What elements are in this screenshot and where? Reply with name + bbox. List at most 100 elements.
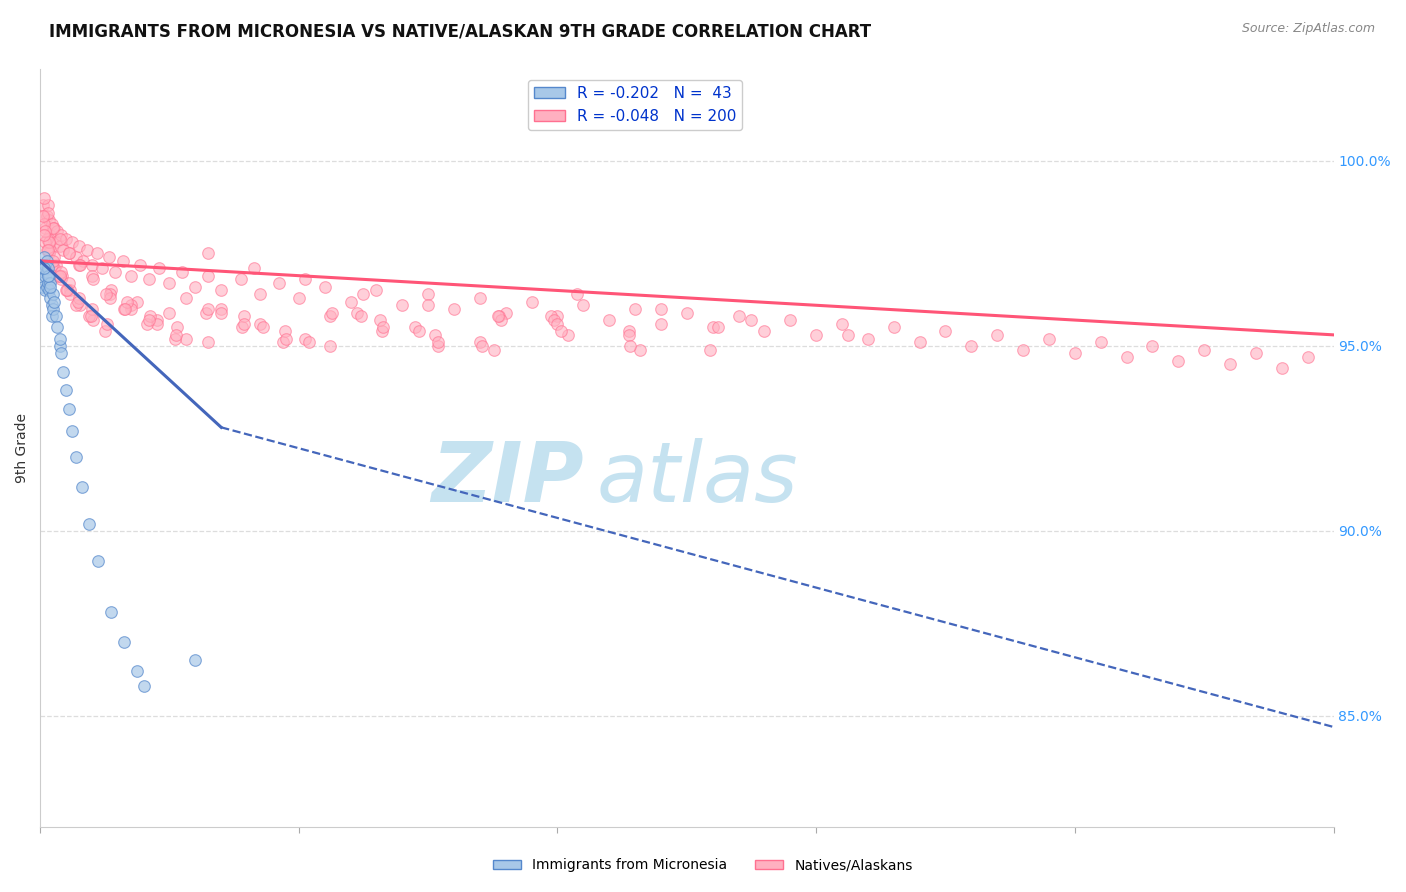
Point	[82, 313, 104, 327]
Point	[112, 301, 135, 316]
Point	[471, 339, 494, 353]
Point	[120, 268, 142, 283]
Point	[1192, 343, 1215, 357]
Point	[79, 310, 101, 324]
Point	[443, 301, 465, 316]
Point	[294, 332, 316, 346]
Point	[37, 268, 59, 283]
Point	[127, 294, 149, 309]
Point	[837, 327, 859, 342]
Point	[174, 332, 197, 346]
Point	[617, 324, 640, 338]
Point	[273, 324, 295, 338]
Point	[45, 320, 67, 334]
Point	[418, 298, 440, 312]
Point	[546, 317, 568, 331]
Point	[707, 320, 730, 334]
Point	[1038, 332, 1060, 346]
Point	[754, 324, 776, 338]
Point	[249, 287, 271, 301]
Point	[624, 301, 647, 316]
Point	[319, 339, 342, 353]
Point	[368, 313, 391, 327]
Point	[1115, 350, 1137, 364]
Point	[32, 261, 55, 276]
Point	[59, 284, 82, 298]
Point	[67, 239, 90, 253]
Point	[197, 301, 219, 316]
Point	[32, 250, 55, 264]
Legend: R = -0.202   N =  43, R = -0.048   N = 200: R = -0.202 N = 43, R = -0.048 N = 200	[527, 80, 742, 130]
Point	[34, 268, 56, 283]
Point	[37, 261, 59, 276]
Point	[145, 317, 167, 331]
Point	[94, 287, 117, 301]
Point	[314, 279, 336, 293]
Point	[194, 306, 217, 320]
Text: ZIP: ZIP	[430, 437, 583, 518]
Point	[1244, 346, 1267, 360]
Point	[346, 306, 368, 320]
Point	[159, 276, 181, 290]
Text: IMMIGRANTS FROM MICRONESIA VS NATIVE/ALASKAN 9TH GRADE CORRELATION CHART: IMMIGRANTS FROM MICRONESIA VS NATIVE/ALA…	[49, 22, 872, 40]
Point	[120, 298, 142, 312]
Point	[319, 310, 342, 324]
Point	[1090, 335, 1112, 350]
Point	[32, 217, 55, 231]
Point	[172, 265, 194, 279]
Point	[184, 653, 207, 667]
Point	[58, 401, 80, 416]
Point	[45, 258, 67, 272]
Point	[72, 253, 94, 268]
Point	[91, 261, 114, 276]
Point	[51, 268, 73, 283]
Point	[80, 301, 103, 316]
Point	[127, 665, 149, 679]
Point	[44, 220, 66, 235]
Point	[66, 294, 89, 309]
Point	[34, 220, 56, 235]
Point	[174, 291, 197, 305]
Point	[77, 310, 100, 324]
Point	[80, 268, 103, 283]
Point	[242, 261, 264, 276]
Point	[856, 332, 879, 346]
Point	[97, 250, 120, 264]
Point	[184, 279, 207, 293]
Point	[274, 332, 297, 346]
Point	[619, 339, 641, 353]
Point	[557, 327, 579, 342]
Point	[35, 253, 58, 268]
Point	[42, 232, 65, 246]
Point	[408, 324, 430, 338]
Point	[166, 320, 188, 334]
Point	[427, 335, 450, 350]
Point	[46, 268, 69, 283]
Point	[52, 365, 75, 379]
Point	[883, 320, 905, 334]
Point	[727, 310, 749, 324]
Point	[288, 291, 311, 305]
Point	[231, 320, 253, 334]
Point	[49, 272, 72, 286]
Point	[48, 332, 70, 346]
Point	[1063, 346, 1085, 360]
Point	[37, 276, 59, 290]
Point	[418, 287, 440, 301]
Point	[598, 313, 620, 327]
Point	[112, 635, 135, 649]
Point	[197, 268, 219, 283]
Point	[35, 232, 58, 246]
Point	[779, 313, 801, 327]
Point	[49, 227, 72, 242]
Point	[70, 479, 93, 493]
Point	[934, 324, 956, 338]
Point	[804, 327, 827, 342]
Point	[197, 246, 219, 260]
Point	[1167, 353, 1189, 368]
Point	[82, 272, 104, 286]
Point	[339, 294, 361, 309]
Point	[48, 268, 70, 283]
Point	[371, 320, 394, 334]
Point	[138, 272, 160, 286]
